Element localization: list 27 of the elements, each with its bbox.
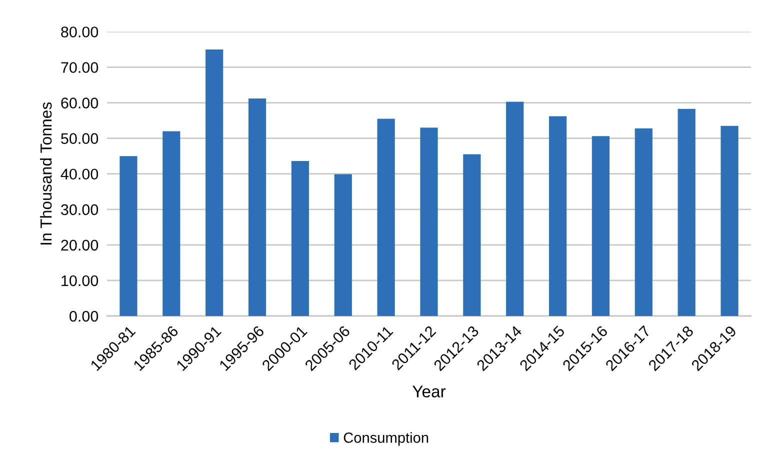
y-tick-label: 80.00	[61, 26, 98, 38]
bar	[120, 156, 138, 316]
bar	[720, 126, 738, 316]
bar	[206, 49, 224, 316]
bar	[162, 131, 180, 316]
bar	[678, 108, 696, 316]
y-tick-label: 20.00	[61, 240, 98, 251]
bar	[291, 161, 309, 316]
bar	[420, 128, 438, 316]
bar	[248, 98, 266, 316]
y-tick-label: 50.00	[61, 133, 98, 144]
bar	[463, 154, 481, 316]
y-axis-title: In Thousand Tonnes	[40, 102, 52, 244]
bar	[634, 128, 652, 316]
bar	[549, 116, 567, 316]
bar	[592, 136, 610, 316]
y-tick-label: 10.00	[62, 275, 98, 286]
y-tick-label: 40.00	[60, 168, 98, 180]
y-tick-label: 30.00	[61, 204, 98, 216]
bar	[506, 102, 524, 316]
y-tick-label: 70.00	[61, 62, 98, 73]
y-tick-label: 60.00	[61, 98, 98, 108]
bar	[377, 118, 395, 316]
x-axis-title: Year	[412, 386, 446, 398]
bar	[334, 174, 352, 316]
y-tick-label: 0.00	[70, 310, 98, 322]
legend-label: Consumption	[344, 432, 428, 446]
